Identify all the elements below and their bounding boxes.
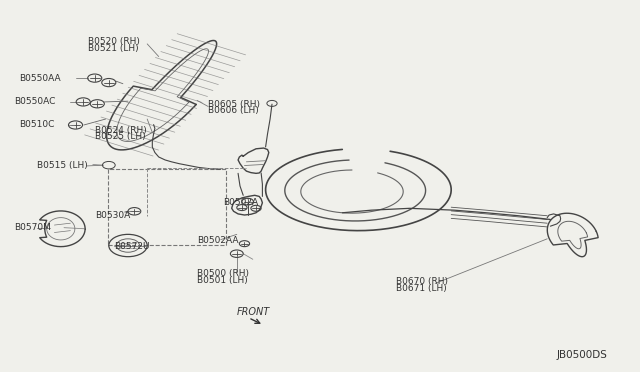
Text: B0606 (LH): B0606 (LH) [208, 106, 259, 115]
Text: B0570M: B0570M [14, 223, 51, 232]
Text: B0605 (RH): B0605 (RH) [208, 100, 260, 109]
Text: B0670 (RH): B0670 (RH) [396, 278, 447, 286]
Text: B0550AC: B0550AC [14, 97, 56, 106]
Text: B0501 (LH): B0501 (LH) [197, 276, 248, 285]
Text: B0550AA: B0550AA [19, 74, 61, 83]
Text: B0671 (LH): B0671 (LH) [396, 284, 446, 293]
Text: B0572U: B0572U [114, 242, 149, 251]
Bar [108, 169, 226, 245]
Text: B0521 (LH): B0521 (LH) [88, 44, 139, 53]
Text: B0502AA: B0502AA [197, 236, 239, 245]
Text: B0524 (RH): B0524 (RH) [95, 126, 147, 135]
Text: B0510C: B0510C [19, 121, 54, 129]
Text: B0500 (RH): B0500 (RH) [197, 269, 249, 278]
Text: B0525 (LH): B0525 (LH) [95, 132, 145, 141]
Text: JB0500DS: JB0500DS [557, 350, 607, 360]
Text: B0515 (LH): B0515 (LH) [37, 161, 88, 170]
Text: FRONT: FRONT [237, 307, 270, 317]
Text: B0520 (RH): B0520 (RH) [88, 37, 140, 46]
Text: B0502A: B0502A [223, 198, 258, 207]
Text: B0530A: B0530A [95, 211, 130, 219]
